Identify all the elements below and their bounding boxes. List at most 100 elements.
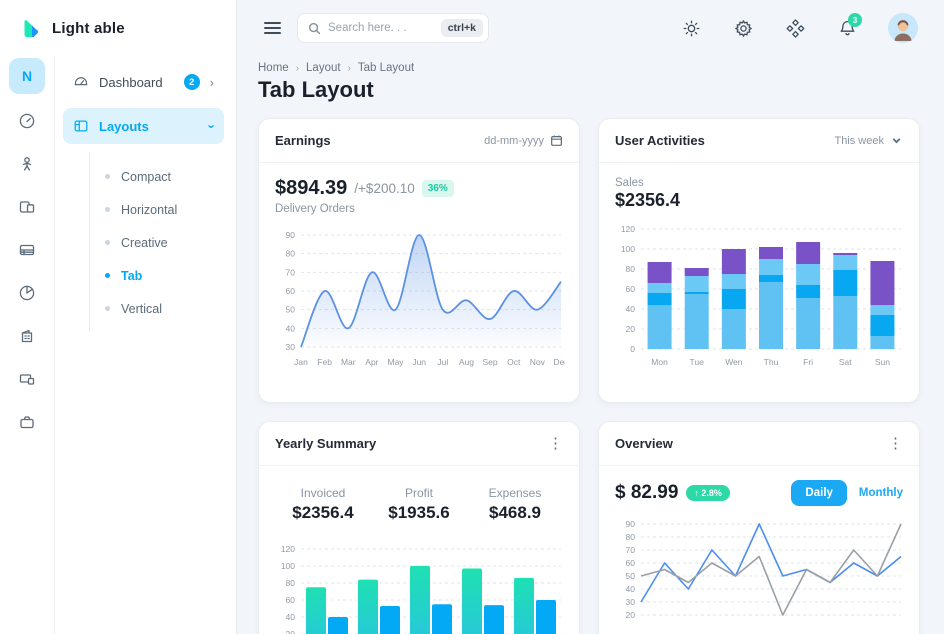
svg-text:80: 80 <box>286 249 296 259</box>
layouts-submenu: Compact Horizontal Creative Tab <box>89 152 224 331</box>
svg-text:120: 120 <box>281 544 295 554</box>
sidebar-menu: Dashboard 2 › Layouts › Compact <box>55 56 236 634</box>
theme-sun-icon[interactable] <box>681 18 701 38</box>
svg-text:20: 20 <box>286 629 296 634</box>
overview-value: $ 82.99 <box>615 482 679 503</box>
chevron-down-icon <box>892 138 901 144</box>
svg-text:Mon: Mon <box>651 357 668 367</box>
layout-icon <box>74 120 88 132</box>
dashboard-gauge-icon[interactable] <box>18 112 36 130</box>
earnings-area-chart: 30 40 50 60 70 80 90 Jan Feb Mar Apr May Jun Jul Aug Se… <box>275 225 570 380</box>
stat-label: Expenses <box>488 486 542 500</box>
submenu-label: Horizontal <box>121 202 178 217</box>
sidebar-item-dashboard[interactable]: Dashboard 2 › <box>63 64 224 100</box>
submenu-item-compact[interactable]: Compact <box>90 160 224 193</box>
kebab-menu-icon[interactable]: ⋮ <box>548 435 563 452</box>
user-activities-bar-chart: 0 20 40 60 80 100 120 Mon Tue Wen Thu Fri Sat Sun <box>615 221 903 378</box>
stat-value: $2356.4 <box>292 503 354 522</box>
card-title: User Activities <box>615 133 705 148</box>
overview-card: Overview ⋮ $ 82.99 ↑ 2.8% Daily Monthly <box>598 421 920 634</box>
notification-count-badge: 3 <box>848 13 862 27</box>
bullet-dot <box>105 174 110 179</box>
top-navbar: ctrl+k 3 <box>237 0 944 56</box>
svg-text:Jan: Jan <box>294 357 308 367</box>
devices-icon[interactable] <box>18 370 36 388</box>
svg-text:70: 70 <box>626 545 636 555</box>
date-picker-field[interactable]: dd-mm-yyyy <box>484 134 563 147</box>
submenu-item-vertical[interactable]: Vertical <box>90 292 224 325</box>
sidebar-item-label: Layouts <box>99 118 149 134</box>
briefcase-icon[interactable] <box>18 413 36 431</box>
user-activities-card: User Activities This week Sales $2356.4 … <box>598 118 920 403</box>
rail-active-letter[interactable]: N <box>9 58 45 94</box>
submenu-item-horizontal[interactable]: Horizontal <box>90 193 224 226</box>
apps-diamond-icon[interactable] <box>785 18 805 38</box>
sidebar-item-layouts[interactable]: Layouts › <box>63 108 224 144</box>
user-figure-icon[interactable] <box>18 155 36 173</box>
period-label: This week <box>834 134 884 147</box>
monthly-button[interactable]: Monthly <box>858 487 903 499</box>
submenu-item-creative[interactable]: Creative <box>90 226 224 259</box>
svg-text:Dec: Dec <box>553 357 565 367</box>
pie-chart-icon[interactable] <box>18 284 36 302</box>
svg-text:Thu: Thu <box>764 357 779 367</box>
search-box[interactable]: ctrl+k <box>297 13 489 43</box>
svg-text:Fri: Fri <box>803 357 813 367</box>
settings-gear-icon[interactable] <box>733 18 753 38</box>
svg-text:90: 90 <box>286 230 296 240</box>
daily-button[interactable]: Daily <box>791 480 847 506</box>
stat-label: Profit <box>404 486 433 500</box>
chevron-right-icon: › <box>209 74 214 90</box>
svg-text:50: 50 <box>286 305 296 315</box>
svg-text:Sun: Sun <box>875 357 890 367</box>
svg-text:60: 60 <box>626 284 636 294</box>
kebab-menu-icon[interactable]: ⋮ <box>888 435 903 452</box>
user-avatar[interactable] <box>888 13 918 43</box>
svg-text:80: 80 <box>286 578 296 588</box>
svg-text:Feb: Feb <box>317 357 332 367</box>
period-dropdown[interactable]: This week <box>834 134 903 147</box>
dashboard-gauge-icon <box>74 77 88 86</box>
sidebar-item-label: Dashboard <box>99 74 163 90</box>
svg-text:90: 90 <box>626 519 636 529</box>
overview-percent-badge: ↑ 2.8% <box>686 485 730 501</box>
yearly-summary-card: Yearly Summary ⋮ Invoiced $2356.4 Profit… <box>258 421 580 634</box>
brand-name: Light able <box>52 19 125 37</box>
search-shortcut-badge: ctrl+k <box>440 19 483 37</box>
svg-text:Tue: Tue <box>690 357 705 367</box>
card-title: Overview <box>615 436 673 451</box>
svg-text:100: 100 <box>281 561 295 571</box>
main-area: ctrl+k 3 <box>237 0 944 634</box>
earnings-amount: $894.39 <box>275 177 348 199</box>
submenu-label: Vertical <box>121 301 162 316</box>
yearly-stats: Invoiced $2356.4 Profit $1935.6 Expenses… <box>275 480 563 525</box>
earnings-subtitle: Delivery Orders <box>275 203 355 215</box>
widget-panes-icon[interactable] <box>18 198 36 216</box>
svg-text:30: 30 <box>626 597 636 607</box>
svg-text:80: 80 <box>626 264 636 274</box>
sidebar-body: N <box>0 56 236 634</box>
notification-bell-icon[interactable]: 3 <box>837 13 862 38</box>
svg-text:20: 20 <box>626 610 636 620</box>
breadcrumb-layout[interactable]: Layout <box>306 62 341 74</box>
sidebar: Light able N <box>0 0 237 634</box>
breadcrumb-home[interactable]: Home <box>258 62 289 74</box>
search-input[interactable] <box>328 22 434 34</box>
bullet-dot <box>105 207 110 212</box>
building-icon[interactable] <box>18 327 36 345</box>
submenu-item-tab[interactable]: Tab <box>90 259 224 292</box>
stat-value: $1935.6 <box>388 503 450 522</box>
svg-text:Apr: Apr <box>365 357 378 367</box>
hamburger-menu-icon[interactable] <box>262 18 283 38</box>
brand[interactable]: Light able <box>0 0 236 56</box>
svg-text:Aug: Aug <box>459 357 474 367</box>
svg-text:Mar: Mar <box>341 357 356 367</box>
breadcrumb-current: Tab Layout <box>357 62 415 74</box>
stat-expenses: Expenses $468.9 <box>467 486 563 523</box>
svg-text:80: 80 <box>626 532 636 542</box>
table-icon[interactable] <box>18 241 36 259</box>
cards-grid: Earnings dd-mm-yyyy $894.39 /+$200.10 36… <box>258 118 920 634</box>
stat-label: Invoiced <box>300 486 346 500</box>
